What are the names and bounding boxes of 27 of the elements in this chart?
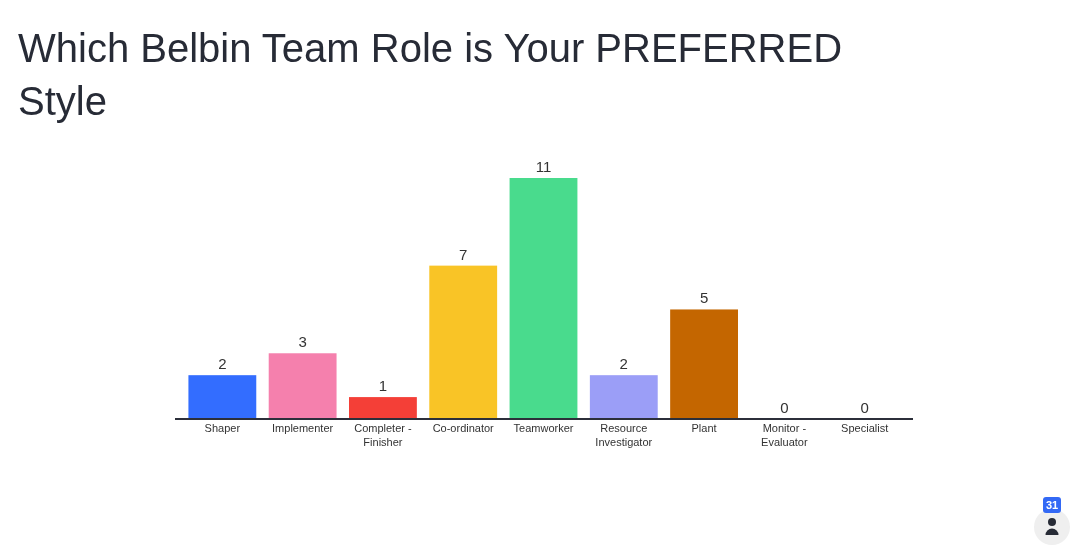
bar	[670, 309, 738, 419]
x-tick-label: Monitor - Evaluator	[761, 422, 808, 448]
data-label: 2	[619, 355, 628, 373]
text: 31	[1045, 499, 1059, 511]
data-label: 7	[459, 245, 468, 263]
x-tick-label: Completer - Finisher	[354, 422, 412, 448]
bar	[268, 353, 337, 419]
bar	[509, 178, 578, 419]
bar	[589, 375, 658, 419]
data-label: 0	[860, 399, 869, 416]
chart-title: Which Belbin Team Role is Your PREFERRED Style	[18, 26, 843, 123]
bar	[188, 375, 257, 419]
x-tick-label: Co-ordinator	[432, 422, 495, 434]
bar	[349, 397, 417, 419]
x-tick-label: Specialist	[841, 422, 889, 434]
x-tick-label: Shaper	[204, 422, 241, 434]
bar	[429, 265, 498, 419]
x-tick-label: Implementer	[272, 422, 334, 434]
data-label: 5	[699, 289, 709, 307]
data-label: 11	[535, 158, 552, 175]
x-tick-label: Teamworker	[513, 422, 574, 434]
data-label: 0	[780, 399, 789, 416]
data-label: 2	[218, 355, 227, 373]
data-label: 3	[298, 333, 307, 351]
x-tick-label: Plant	[691, 422, 717, 434]
x-tick-label: Resource Investigator	[595, 422, 653, 448]
data-label: 1	[378, 377, 388, 395]
